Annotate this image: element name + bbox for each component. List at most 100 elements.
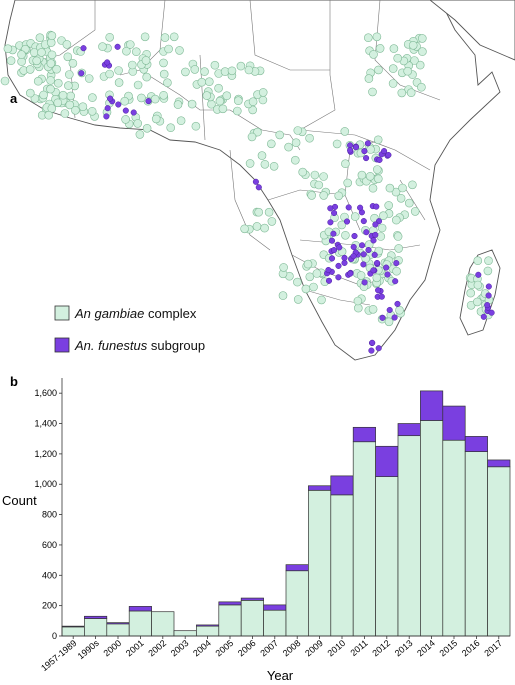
bar-funestus xyxy=(196,624,220,627)
gambiae-point xyxy=(222,91,232,100)
y-tick-label: 1,600 xyxy=(34,388,57,398)
y-tick-label: 400 xyxy=(42,570,57,580)
x-tick-label: 2005 xyxy=(214,638,236,659)
gambiae-point xyxy=(181,67,190,77)
gambiae-point xyxy=(78,102,88,111)
gambiae-point xyxy=(214,83,223,93)
gambiae-point xyxy=(293,126,303,135)
gambiae-point xyxy=(29,48,39,57)
gambiae-point xyxy=(46,76,55,85)
bar-gambiae xyxy=(263,609,287,637)
gambiae-point xyxy=(264,207,274,217)
gambiae-point xyxy=(353,303,363,313)
funestus-point xyxy=(328,255,336,262)
bar-gambiae xyxy=(308,489,332,637)
funestus-point xyxy=(341,259,348,266)
gambiae-point xyxy=(210,60,220,70)
gambiae-point xyxy=(310,170,320,180)
funestus-point xyxy=(371,251,378,258)
gambiae-point xyxy=(391,215,401,225)
funestus-point xyxy=(80,45,87,52)
funestus-point xyxy=(360,251,367,258)
gambiae-point xyxy=(159,58,168,68)
panel-a-letter: a xyxy=(10,91,18,106)
x-tick-label: 1990s xyxy=(76,638,102,662)
panel-b-letter: b xyxy=(10,374,18,389)
gambiae-point xyxy=(62,40,72,49)
gambiae-point xyxy=(269,162,279,171)
gambiae-point xyxy=(368,87,377,97)
gambiae-point xyxy=(105,69,114,79)
gambiae-point xyxy=(357,170,367,180)
gambiae-point xyxy=(397,88,407,98)
yearly-count-chart: b Count 0 200 400 600 800 1,000 1,200 1,400 1,60… xyxy=(2,374,511,683)
y-tick-label: 1,200 xyxy=(34,449,57,459)
funestus-point xyxy=(363,229,370,236)
funestus-point xyxy=(331,209,338,217)
gambiae-point xyxy=(374,65,383,75)
bar-funestus xyxy=(442,405,466,441)
gambiae-point xyxy=(46,84,55,94)
gambiae-point xyxy=(317,295,326,305)
gambiae-point xyxy=(236,61,246,71)
gambiae-point xyxy=(303,259,313,269)
funestus-point xyxy=(327,205,334,212)
gambiae-point xyxy=(39,90,48,100)
gambiae-point xyxy=(133,119,142,128)
gambiae-point xyxy=(365,172,375,181)
gambiae-point xyxy=(314,180,324,190)
funestus-point xyxy=(107,95,114,102)
gambiae-point xyxy=(202,91,212,100)
funestus-point xyxy=(369,339,376,346)
legend-label-gambiae: An gambiae complex xyxy=(74,306,197,321)
gambiae-point xyxy=(33,76,43,86)
bar-gambiae xyxy=(464,451,488,637)
gambiae-point xyxy=(483,266,493,276)
gambiae-point xyxy=(301,284,311,294)
y-tick-label: 0 xyxy=(52,631,57,641)
x-axis-label: Year xyxy=(267,668,294,683)
gambiae-point xyxy=(298,167,308,177)
bar-funestus xyxy=(308,485,332,491)
gambiae-point xyxy=(245,159,255,168)
gambiae-point xyxy=(163,78,172,87)
gambiae-point xyxy=(363,33,373,43)
gambiae-point xyxy=(150,94,160,104)
gambiae-point xyxy=(388,79,398,88)
gambiae-point xyxy=(37,48,46,57)
funestus-point xyxy=(485,283,492,290)
funestus-point xyxy=(394,300,401,307)
gambiae-point xyxy=(176,116,186,125)
funestus-point xyxy=(327,219,334,226)
funestus-point xyxy=(360,218,367,225)
funestus-point xyxy=(372,221,379,228)
gambiae-point xyxy=(197,77,207,87)
gambiae-point xyxy=(291,138,301,147)
gambiae-point xyxy=(137,93,146,103)
x-tick-label: 2006 xyxy=(236,638,258,659)
funestus-point xyxy=(330,247,338,254)
gambiae-point xyxy=(472,297,482,307)
funestus-point xyxy=(325,277,333,284)
bar-gambiae xyxy=(330,494,354,637)
gambiae-point xyxy=(240,224,249,234)
gambiae-point xyxy=(373,174,383,184)
gambiae-point xyxy=(128,60,137,70)
gambiae-point xyxy=(332,139,342,149)
funestus-point xyxy=(484,302,491,309)
map-legend: An gambiae complex An. funestus subgroup xyxy=(54,305,205,353)
x-tick-label: 2003 xyxy=(169,638,191,659)
gambiae-point xyxy=(47,50,57,60)
funestus-point xyxy=(103,113,110,120)
bar-gambiae xyxy=(218,604,242,637)
bar-funestus xyxy=(375,445,399,477)
funestus-point xyxy=(359,242,366,249)
gambiae-point xyxy=(406,88,416,97)
gambiae-point xyxy=(191,121,201,131)
gambiae-point xyxy=(258,88,268,97)
funestus-point xyxy=(370,237,377,244)
gambiae-point xyxy=(252,222,262,231)
gambiae-point xyxy=(6,56,16,66)
gambiae-point xyxy=(375,44,385,53)
gambiae-point xyxy=(372,32,382,42)
